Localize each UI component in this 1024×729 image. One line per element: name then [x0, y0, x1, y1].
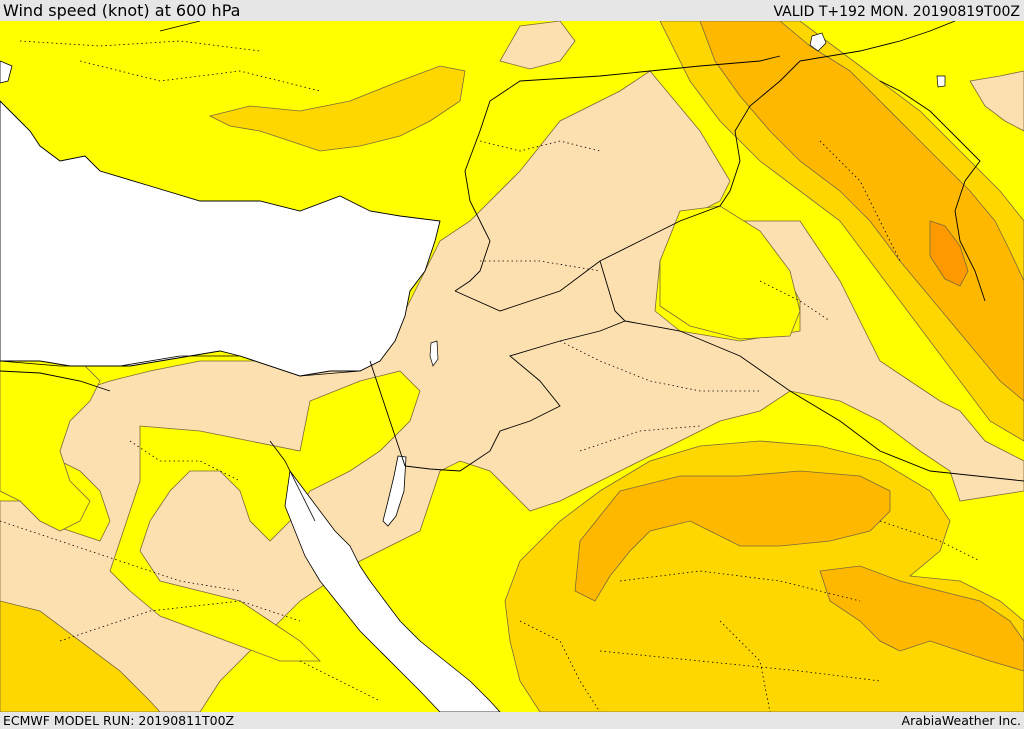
- lake-urmia: [936, 75, 946, 88]
- wind-band-low-sinai: [109, 370, 421, 662]
- sea-aegean-fragment: [0, 60, 13, 84]
- wind-band-high-south-2: [819, 565, 1024, 672]
- map-footer: ECMWF MODEL RUN: 20190811T00Z ArabiaWeat…: [0, 712, 1024, 729]
- weather-map[interactable]: [0, 21, 1024, 712]
- sea-mediterranean: [0, 100, 441, 377]
- wind-band-mid-northeast: [659, 21, 1024, 442]
- wind-band-lowest-central: [0, 70, 1024, 712]
- model-run: ECMWF MODEL RUN: 20190811T00Z: [3, 713, 235, 728]
- sea-red-sea: [284, 469, 501, 712]
- map-header: Wind speed (knot) at 600 hPa VALID T+192…: [0, 0, 1024, 21]
- valid-time: VALID T+192 MON. 20190819T00Z: [773, 4, 1020, 20]
- wind-band-high-northeast: [699, 21, 1024, 402]
- map-title: Wind speed (knot) at 600 hPa: [3, 1, 241, 20]
- wind-band-low-island-east: [659, 205, 801, 340]
- lake-dead-sea: [429, 340, 439, 367]
- admin-borders-dotted: [0, 40, 981, 712]
- wind-band-mid-turkey: [208, 65, 466, 152]
- brand-credit: ArabiaWeather Inc.: [901, 713, 1021, 728]
- lake-van: [809, 32, 827, 52]
- wind-speed-map-svg: [0, 21, 1024, 712]
- coastline: [0, 21, 361, 522]
- wind-band-lowest-north-spot: [499, 21, 576, 70]
- wind-band-high-south-1: [574, 470, 891, 602]
- wind-band-low-west-egypt: [0, 355, 101, 532]
- country-borders: [0, 21, 1024, 482]
- wind-band-mid-southwest: [0, 600, 161, 712]
- wind-band-lowest-northeast-corner: [969, 70, 1024, 132]
- sea-gulf-aqaba: [382, 455, 407, 527]
- wind-band-highest-northeast: [929, 220, 969, 287]
